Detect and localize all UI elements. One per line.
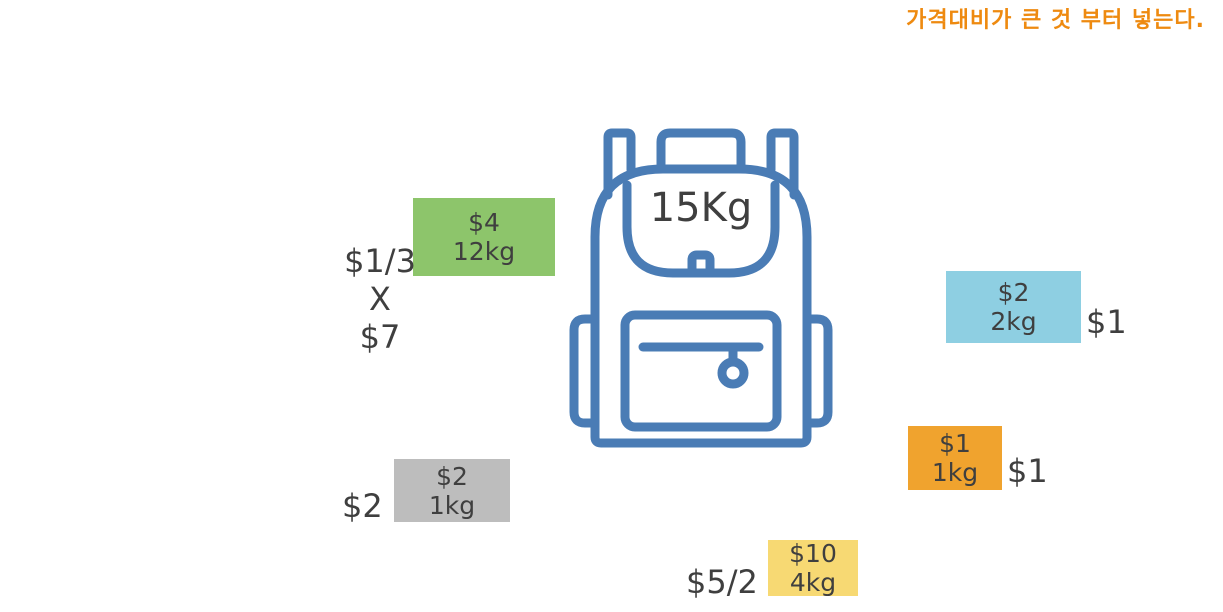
strategy-note: 가격대비가 큰 것 부터 넣는다. (906, 8, 1205, 33)
item-weight: 1kg (931, 458, 979, 487)
backpack-capacity: 15Kg (649, 185, 753, 231)
item-weight: 2kg (990, 307, 1037, 336)
item-price: $2 (997, 278, 1030, 307)
item-box-green[interactable]: $4 12kg (413, 198, 555, 276)
item-box-orange[interactable]: $1 1kg (908, 426, 1002, 490)
gray-ratio-label: $2 (342, 487, 383, 525)
item-price: $1 (939, 429, 971, 458)
orange-ratio-label: $1 (1007, 452, 1048, 490)
item-weight: 4kg (789, 568, 837, 597)
item-weight: 12kg (452, 237, 516, 266)
backpack-icon (569, 128, 833, 448)
yellow-ratio-label: $5/2 (686, 563, 758, 601)
item-weight: 1kg (428, 490, 476, 520)
item-box-blue[interactable]: $2 2kg (946, 271, 1081, 343)
multiply-sign: X (369, 280, 391, 318)
item-price: $4 (468, 208, 500, 237)
item-box-yellow[interactable]: $10 4kg (768, 539, 858, 597)
green-ratio-label: $1/3 (344, 242, 416, 280)
green-calculation: $1/3 X $7 (332, 242, 428, 356)
green-total-label: $7 (359, 318, 401, 356)
item-price: $2 (436, 461, 468, 491)
item-box-gray[interactable]: $2 1kg (394, 459, 510, 522)
item-price: $10 (789, 539, 837, 568)
blue-ratio-label: $1 (1086, 303, 1127, 341)
